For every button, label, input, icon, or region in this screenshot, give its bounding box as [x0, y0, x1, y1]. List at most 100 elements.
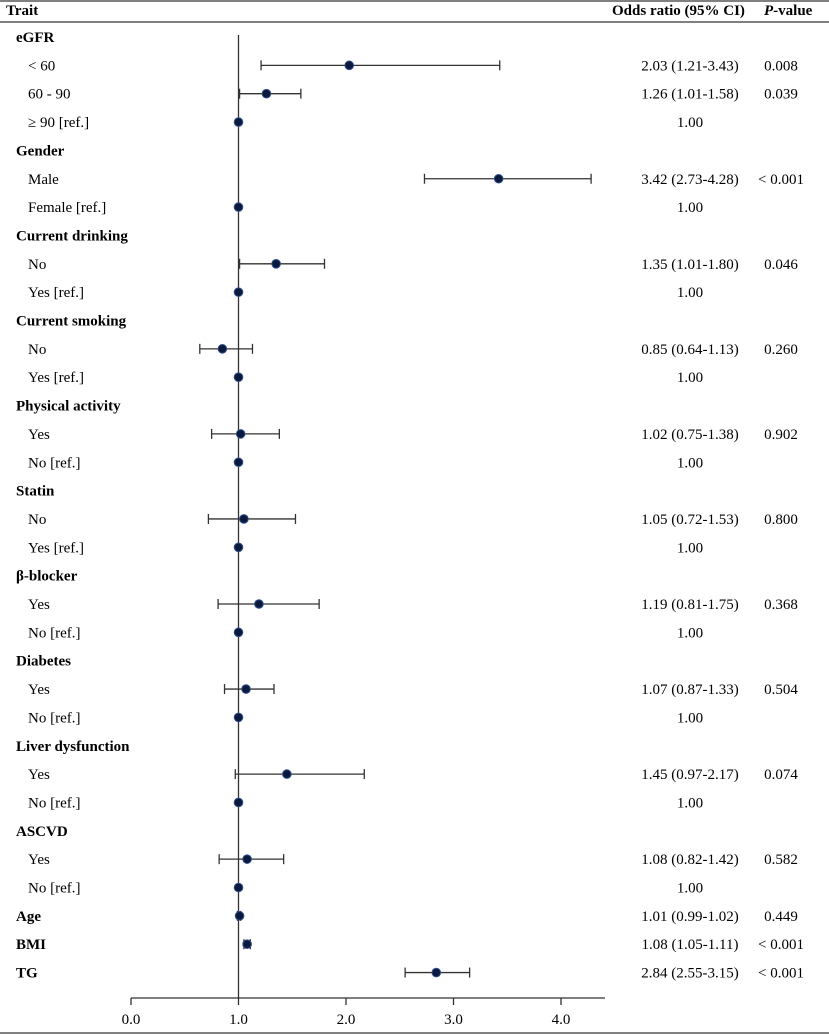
p-value: 0.800 [764, 512, 798, 528]
odds-ratio-value: 3.42 (2.73-4.28) [641, 172, 739, 188]
p-value: < 0.001 [758, 172, 804, 188]
p-value: 0.039 [764, 87, 798, 103]
group-header-row: Current smoking [16, 314, 127, 330]
group-label: Current smoking [16, 314, 127, 330]
trait-label: Yes [ref.] [28, 370, 84, 386]
table-row: TG 2.84 (2.55-3.15) < 0.001 [16, 966, 804, 982]
trait-label: Yes [28, 682, 50, 698]
odds-ratio-value: 1.01 (0.99-1.02) [641, 909, 739, 925]
odds-ratio-value: 1.05 (0.72-1.53) [641, 512, 739, 528]
point-estimate [261, 88, 272, 99]
trait-label: TG [16, 966, 38, 982]
point-estimate [431, 967, 442, 978]
point-estimate [233, 882, 244, 893]
trait-label: Yes [28, 427, 50, 443]
group-header-row: Gender [16, 143, 65, 159]
x-axis: 0.0 1.0 2.0 3.0 4.0 [122, 997, 605, 1028]
trait-label: Female [ref.] [28, 200, 106, 216]
point-estimate [233, 457, 244, 468]
point-estimate [235, 429, 246, 439]
table-row: Yes 1.07 (0.87-1.33) 0.504 [28, 682, 798, 698]
x-tick-label: 4.0 [552, 1012, 571, 1028]
point-estimate [241, 684, 251, 694]
odds-ratio-value: 1.00 [677, 881, 703, 897]
point-estimate [242, 939, 252, 950]
p-value: < 0.001 [758, 937, 804, 953]
point-estimate [234, 911, 245, 921]
odds-ratio-value: 1.00 [677, 540, 703, 556]
odds-ratio-value: 1.00 [677, 625, 703, 641]
odds-ratio-value: 1.08 (1.05-1.11) [642, 937, 739, 953]
group-header-row: Statin [16, 484, 55, 500]
point-estimate [242, 854, 252, 864]
group-header-row: Current drinking [16, 228, 128, 244]
odds-ratio-value: 1.00 [677, 795, 703, 811]
p-value-header: P-value [764, 3, 813, 19]
trait-label: No [ref.] [28, 625, 80, 641]
table-row: Female [ref.] 1.00 [28, 200, 703, 216]
point-estimate [233, 202, 244, 212]
group-header-row: Diabetes [16, 654, 71, 670]
table-row: No [ref.] 1.00 [28, 881, 703, 897]
trait-label: Yes [28, 767, 50, 783]
group-label: ASCVD [16, 824, 68, 840]
trait-label: Yes [28, 852, 50, 868]
odds-ratio-value: 1.19 (0.81-1.75) [641, 597, 739, 613]
point-estimate [233, 117, 244, 127]
group-label: β-blocker [16, 569, 78, 585]
table-row: ≥ 90 [ref.] 1.00 [28, 115, 703, 131]
point-estimate [233, 372, 244, 383]
x-tick-label: 1.0 [229, 1012, 248, 1028]
p-value: 0.368 [764, 597, 798, 613]
group-label: Statin [16, 484, 55, 500]
group-label: eGFR [16, 30, 54, 46]
group-label: Physical activity [16, 399, 121, 415]
point-estimate [233, 627, 244, 638]
odds-ratio-value: 1.07 (0.87-1.33) [641, 682, 739, 698]
table-row: Yes [ref.] 1.00 [28, 285, 703, 301]
trait-label: No [ref.] [28, 881, 80, 897]
table-row: Age 1.01 (0.99-1.02) 0.449 [16, 909, 798, 925]
point-estimate [233, 712, 244, 723]
p-value: 0.504 [764, 682, 798, 698]
odds-ratio-value: 1.26 (1.01-1.58) [641, 87, 739, 103]
table-row: No [ref.] 1.00 [28, 625, 703, 641]
p-value: 0.449 [764, 909, 798, 925]
odds-ratio-value: 1.00 [677, 455, 703, 471]
table-row: Male 3.42 (2.73-4.28) < 0.001 [28, 172, 804, 188]
table-row: No [ref.] 1.00 [28, 795, 703, 811]
trait-label: Yes [ref.] [28, 540, 84, 556]
odds-ratio-value: 1.08 (0.82-1.42) [641, 852, 739, 868]
odds-ratio-value: 1.00 [677, 285, 703, 301]
forest-rows: eGFR < 60 2.03 (1.21-3.43) 0.008 60 - 90 1.26… [16, 30, 804, 998]
table-row: Yes 1.45 (0.97-2.17) 0.074 [28, 767, 798, 783]
p-value: 0.074 [764, 767, 798, 783]
odds-ratio-value: 2.84 (2.55-3.15) [641, 966, 739, 982]
odds-ratio-value: 1.00 [677, 115, 703, 131]
table-header: Trait Odds ratio (95% CI) P-value [6, 3, 813, 19]
point-estimate [239, 514, 249, 524]
point-estimate [254, 599, 264, 609]
table-row: No 0.85 (0.64-1.13) 0.260 [28, 342, 798, 358]
table-row: No 1.05 (0.72-1.53) 0.800 [28, 512, 798, 528]
trait-label: < 60 [28, 58, 55, 74]
table-row: No [ref.] 1.00 [28, 455, 703, 471]
group-label: Gender [16, 143, 65, 159]
p-value: 0.582 [764, 852, 798, 868]
trait-label: ≥ 90 [ref.] [28, 115, 89, 131]
odds-ratio-value: 1.00 [677, 370, 703, 386]
table-row: < 60 2.03 (1.21-3.43) 0.008 [28, 58, 798, 74]
odds-ratio-value: 0.85 (0.64-1.13) [641, 342, 739, 358]
point-estimate [493, 173, 504, 184]
point-estimate [233, 287, 244, 297]
point-estimate [233, 797, 244, 808]
group-header-row: eGFR [16, 30, 54, 46]
odds-ratio-value: 1.02 (0.75-1.38) [641, 427, 739, 443]
point-estimate [282, 769, 292, 779]
odds-ratio-value: 1.45 (0.97-2.17) [641, 767, 739, 783]
p-value: 0.046 [764, 257, 798, 273]
trait-label: 60 - 90 [28, 87, 71, 103]
group-header-row: Liver dysfunction [16, 739, 130, 755]
p-value: 0.260 [764, 342, 798, 358]
